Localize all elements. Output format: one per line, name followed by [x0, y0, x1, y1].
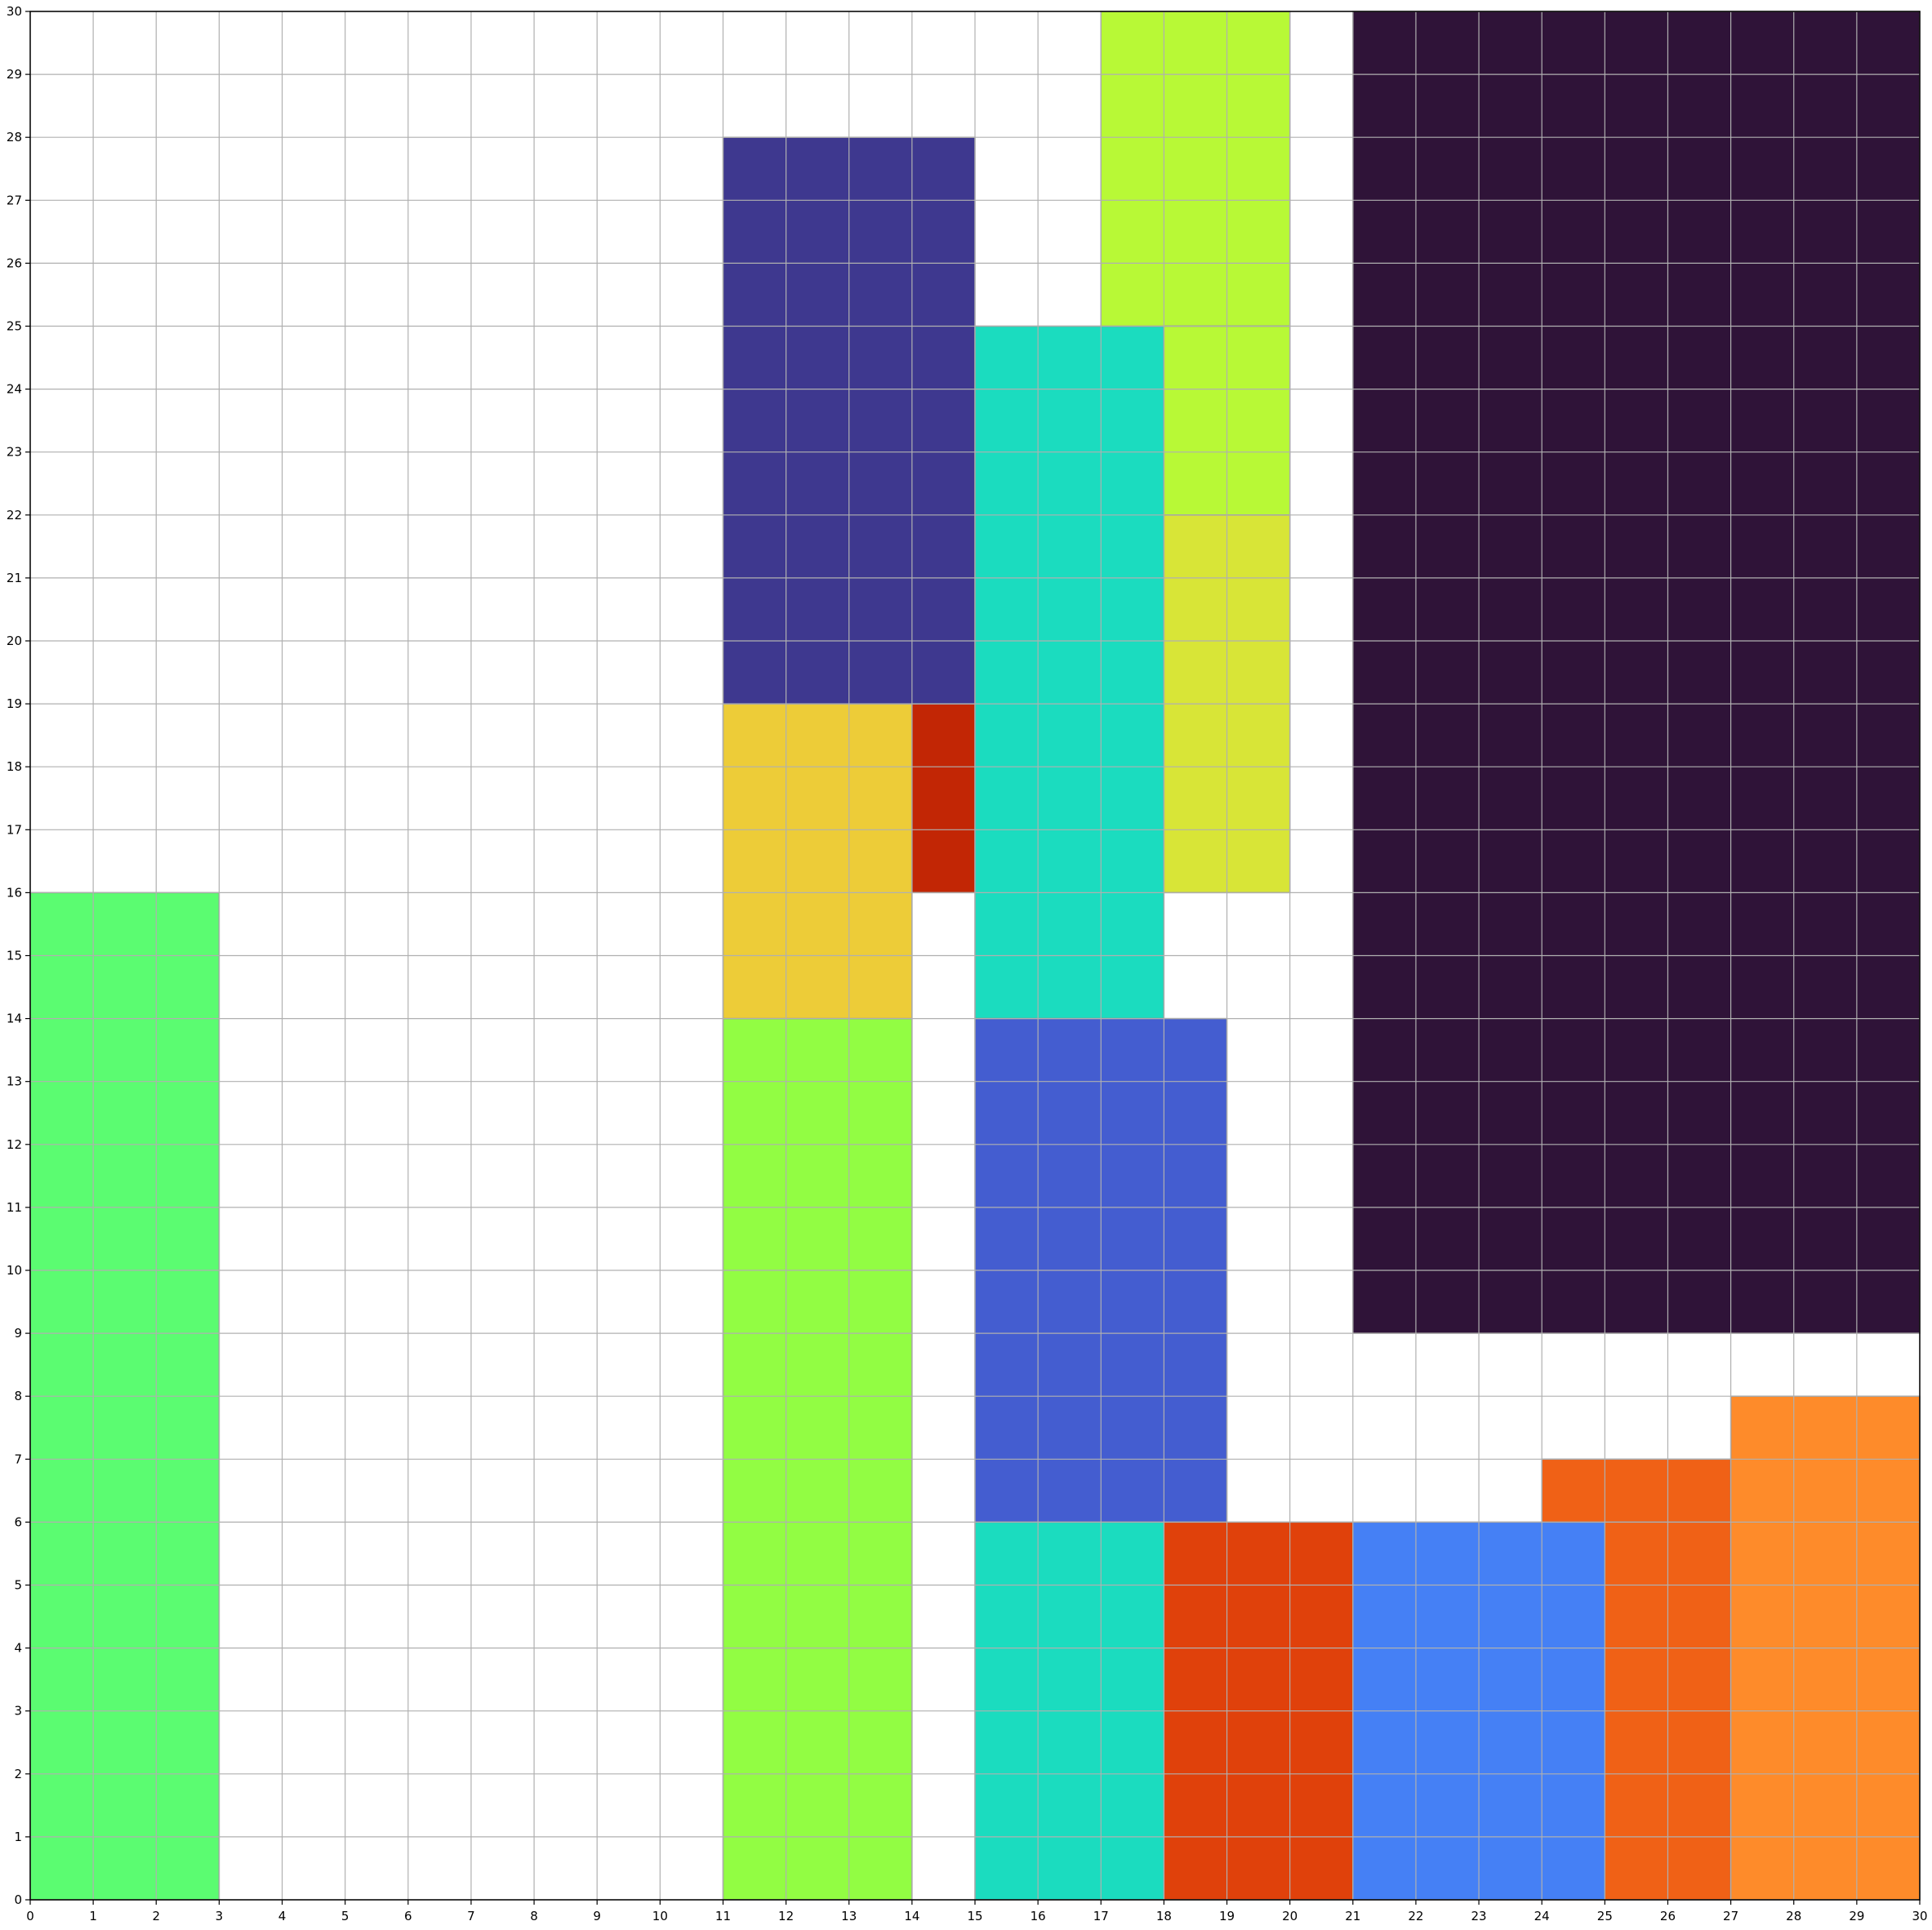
x-tick-label-5: 5: [341, 1909, 349, 1923]
y-tick-label-9: 9: [14, 1326, 22, 1341]
y-tick-label-24: 24: [7, 382, 22, 397]
y-tick-label-29: 29: [7, 67, 22, 82]
x-tick-label-26: 26: [1660, 1909, 1676, 1923]
x-tick-label-8: 8: [530, 1909, 538, 1923]
y-tick-label-22: 22: [7, 508, 22, 523]
x-tick-label-15: 15: [967, 1909, 982, 1923]
y-tick-label-26: 26: [7, 256, 22, 270]
x-tick-label-16: 16: [1031, 1909, 1046, 1923]
rectangle-16: [1352, 11, 1921, 1334]
y-tick-label-30: 30: [7, 4, 22, 19]
x-axis-ticks: 0 1 2 3 4 5 6 7 8 9 10 11 12 13 14 15 16 17 18 19 20 21 22 23 24…: [26, 1900, 1928, 1923]
x-tick-label-7: 7: [467, 1909, 475, 1923]
x-tick-label-2: 2: [152, 1909, 160, 1923]
x-tick-label-25: 25: [1597, 1909, 1613, 1923]
rectangle-3: [911, 703, 976, 894]
x-tick-label-22: 22: [1408, 1909, 1423, 1923]
x-tick-label-18: 18: [1156, 1909, 1172, 1923]
rectangle-6: [1100, 11, 1291, 327]
y-tick-label-14: 14: [7, 1012, 22, 1026]
y-tick-label-17: 17: [7, 822, 22, 837]
x-tick-label-24: 24: [1534, 1909, 1550, 1923]
x-tick-label-21: 21: [1345, 1909, 1360, 1923]
y-tick-label-18: 18: [7, 759, 22, 774]
rectangle-5: [974, 325, 1165, 1020]
y-tick-label-25: 25: [7, 319, 22, 334]
x-tick-label-13: 13: [841, 1909, 857, 1923]
x-tick-label-0: 0: [26, 1909, 34, 1923]
y-tick-label-27: 27: [7, 193, 22, 207]
y-tick-label-16: 16: [7, 885, 22, 900]
x-tick-label-10: 10: [652, 1909, 668, 1923]
x-tick-label-9: 9: [593, 1909, 601, 1923]
x-tick-label-28: 28: [1786, 1909, 1801, 1923]
y-tick-label-19: 19: [7, 696, 22, 711]
y-tick-label-1: 1: [14, 1830, 22, 1844]
x-tick-label-14: 14: [904, 1909, 919, 1923]
x-tick-label-19: 19: [1219, 1909, 1235, 1923]
y-tick-label-4: 4: [14, 1641, 22, 1656]
x-tick-label-6: 6: [404, 1909, 412, 1923]
y-tick-label-23: 23: [7, 445, 22, 460]
y-tick-label-20: 20: [7, 634, 22, 648]
y-tick-label-8: 8: [14, 1389, 22, 1403]
x-tick-label-3: 3: [216, 1909, 224, 1923]
x-tick-label-30: 30: [1912, 1909, 1927, 1923]
y-tick-label-12: 12: [7, 1137, 22, 1152]
rectangle-2: [722, 703, 913, 1020]
rectangle-13: [1541, 1458, 1732, 1523]
x-tick-label-4: 4: [278, 1909, 287, 1923]
y-tick-label-7: 7: [14, 1452, 22, 1466]
y-tick-label-28: 28: [7, 130, 22, 145]
x-tick-label-20: 20: [1282, 1909, 1298, 1923]
y-tick-label-2: 2: [14, 1767, 22, 1781]
y-tick-label-5: 5: [14, 1578, 22, 1593]
y-tick-label-13: 13: [7, 1074, 22, 1089]
x-tick-label-17: 17: [1093, 1909, 1109, 1923]
x-tick-label-11: 11: [715, 1909, 731, 1923]
y-tick-label-21: 21: [7, 571, 22, 585]
x-tick-label-23: 23: [1471, 1909, 1487, 1923]
x-tick-label-27: 27: [1723, 1909, 1738, 1923]
y-tick-label-6: 6: [14, 1514, 22, 1529]
x-tick-label-12: 12: [778, 1909, 794, 1923]
y-tick-label-10: 10: [7, 1263, 22, 1278]
y-tick-label-3: 3: [14, 1704, 22, 1719]
y-tick-label-0: 0: [14, 1892, 22, 1907]
y-tick-label-11: 11: [7, 1200, 22, 1215]
y-axis-ticks: 0123456789101112131415161718192021222324…: [7, 4, 30, 1907]
y-tick-label-15: 15: [7, 949, 22, 963]
x-tick-label-1: 1: [89, 1909, 97, 1923]
x-tick-label-29: 29: [1849, 1909, 1864, 1923]
